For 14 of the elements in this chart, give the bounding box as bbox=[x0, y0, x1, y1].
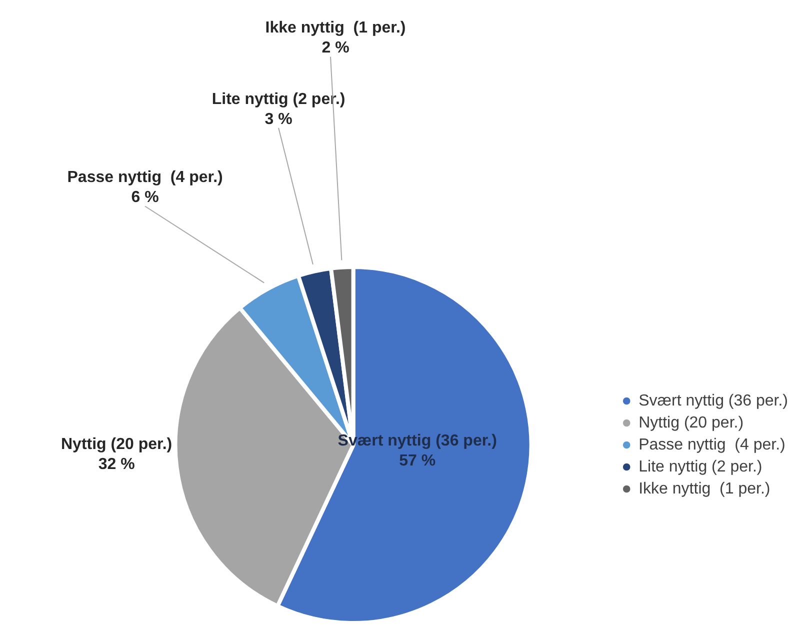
legend-label: Ikke nyttig (1 per.) bbox=[638, 480, 770, 498]
slice-label: Nyttig (20 per.) bbox=[60, 436, 172, 454]
data-label: 2 % bbox=[322, 40, 350, 57]
data-label: 6 % bbox=[131, 189, 159, 206]
legend-label: Lite nyttig (2 per.) bbox=[638, 458, 762, 476]
slice-label: Passe nyttig (4 per.) bbox=[67, 169, 223, 186]
legend-label: Passe nyttig (4 per.) bbox=[638, 436, 786, 454]
data-label: 57 % bbox=[399, 452, 436, 470]
legend-label: Nyttig (20 per.) bbox=[638, 414, 744, 432]
slice-label: Ikke nyttig (1 per.) bbox=[265, 20, 406, 37]
slice-label: Lite nyttig (2 per.) bbox=[212, 90, 346, 108]
data-label: 32 % bbox=[98, 456, 135, 474]
legend-label: Svært nyttig (36 per.) bbox=[638, 392, 788, 410]
data-label: 3 % bbox=[264, 110, 292, 128]
